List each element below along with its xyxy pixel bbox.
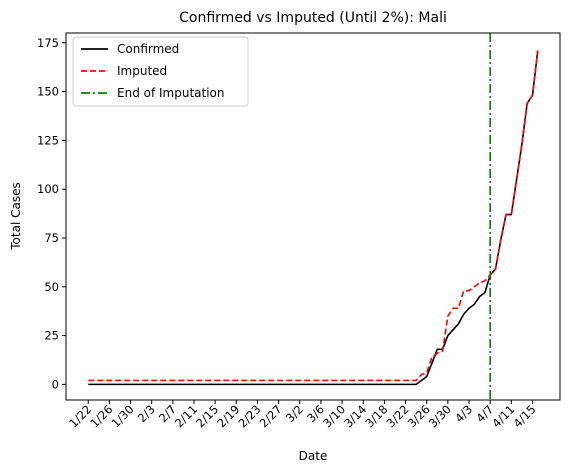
x-tick-label: 2/15	[193, 402, 221, 430]
series-layer	[88, 33, 539, 400]
chart-title: Confirmed vs Imputed (Until 2%): Mali	[179, 10, 447, 26]
y-tick-label: 100	[37, 182, 59, 196]
series-line-imputed	[88, 50, 539, 382]
y-axis: 0 25 50 75 100 125 150 175	[37, 36, 66, 391]
legend-label-imputed: Imputed	[117, 64, 167, 78]
x-tick-label: 3/14	[341, 402, 369, 430]
x-tick-label: 2/27	[257, 402, 285, 430]
y-tick-label: 50	[44, 280, 59, 294]
y-tick-label: 75	[44, 231, 59, 245]
y-tick-label: 175	[37, 36, 59, 50]
x-tick-label: 4/3	[452, 402, 475, 425]
x-tick-label: 3/2	[283, 402, 306, 425]
y-tick-label: 150	[37, 85, 59, 99]
legend-label-end-of-imputation: End of Imputation	[117, 86, 225, 100]
x-tick-label: 3/10	[320, 402, 348, 430]
y-tick-label: 25	[44, 329, 59, 343]
y-axis-title: Total Cases	[9, 182, 23, 250]
x-tick-label: 3/18	[362, 402, 390, 430]
x-tick-label: 2/11	[172, 402, 200, 430]
plot-border	[65, 32, 561, 401]
y-tick-label: 125	[37, 133, 59, 147]
x-tick-label: 2/3	[135, 402, 158, 425]
legend: Confirmed Imputed End of Imputation	[72, 36, 249, 107]
x-tick-label: 3/26	[405, 402, 433, 430]
x-tick-label: 4/15	[510, 402, 538, 430]
x-tick-label: 3/22	[384, 402, 412, 430]
x-tick-label: 2/23	[235, 402, 263, 430]
x-tick-label: 3/30	[426, 402, 454, 430]
legend-box	[72, 36, 249, 107]
x-tick-label: 1/30	[108, 402, 136, 430]
x-tick-label: 1/26	[87, 402, 115, 430]
series-line-confirmed	[88, 50, 539, 386]
x-tick-label: 4/11	[489, 402, 517, 430]
x-tick-label: 1/22	[66, 402, 94, 430]
y-tick-label: 0	[52, 377, 59, 391]
x-axis: 1/221/261/302/32/72/112/152/192/232/273/…	[66, 400, 539, 430]
legend-label-confirmed: Confirmed	[117, 42, 179, 56]
x-tick-label: 2/19	[214, 402, 242, 430]
x-axis-title: Date	[299, 449, 328, 463]
